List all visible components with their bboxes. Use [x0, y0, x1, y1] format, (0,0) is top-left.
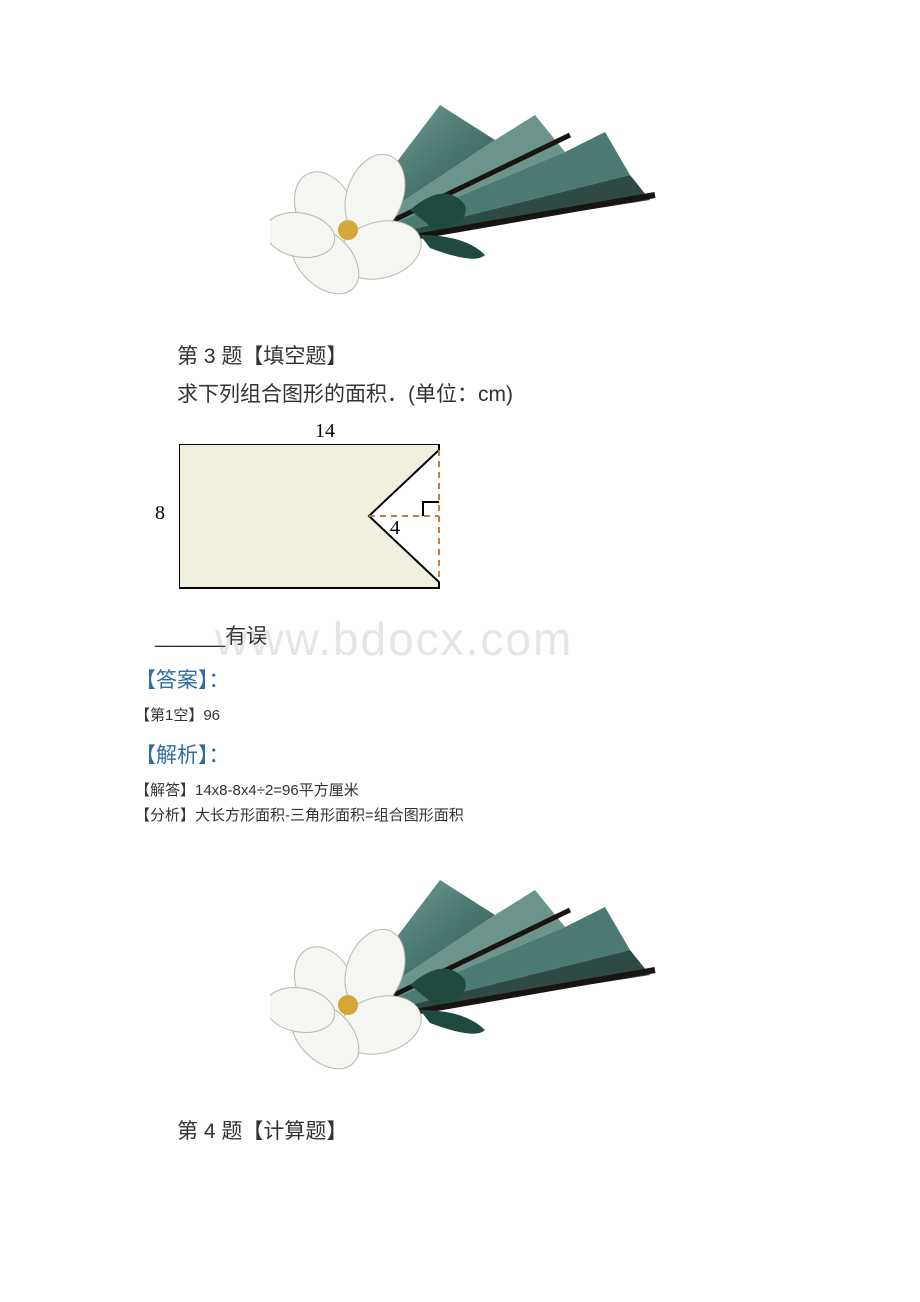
q3-analysis: 【分析】大长方形面积-三角形面积=组合图形面积	[135, 804, 785, 825]
q3-blank: ______有误	[155, 620, 785, 650]
q3-solution: 【解答】14x8-8x4÷2=96平方厘米	[135, 779, 785, 800]
composite-shape	[179, 444, 459, 599]
q3-prompt: 求下列组合图形的面积．(单位：cm)	[135, 378, 785, 408]
label-top: 14	[315, 420, 335, 443]
q3-analysis-head: 【解析】：	[135, 739, 785, 769]
q3-answer: 【第1空】96	[135, 704, 785, 725]
q3-heading: 第 3 题【填空题】	[135, 340, 785, 370]
label-left: 8	[155, 502, 165, 525]
decorative-flower-fan-2	[250, 865, 670, 1085]
flower-icon	[270, 140, 510, 300]
q4-heading: 第 4 题【计算题】	[135, 1115, 785, 1145]
flower-icon	[270, 915, 510, 1075]
q3-answer-head: 【答案】：	[135, 664, 785, 694]
q3-figure: 14 8 4	[155, 422, 785, 612]
decorative-flower-fan	[250, 90, 670, 310]
